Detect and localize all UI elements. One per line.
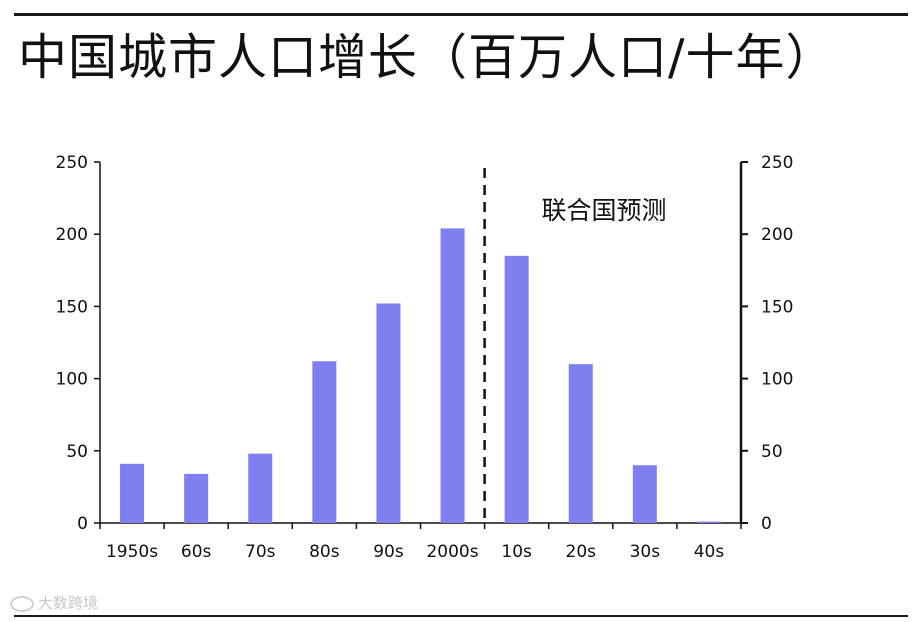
bar-90s bbox=[376, 303, 401, 523]
x-tick-label: 2000s bbox=[426, 542, 478, 562]
x-tick-label: 20s bbox=[566, 542, 597, 562]
x-tick-label: 1950s bbox=[106, 542, 158, 562]
left-y-tick-label: 0 bbox=[77, 514, 88, 534]
left-y-ticks: 0 50 100 150 200 250 bbox=[56, 153, 100, 534]
bar-1950s bbox=[120, 463, 145, 523]
right-y-ticks: 0 50 100 150 200 250 bbox=[741, 153, 793, 534]
x-tick-label: 30s bbox=[630, 542, 661, 562]
bar-30s bbox=[632, 465, 657, 523]
right-y-tick-label: 250 bbox=[761, 153, 793, 173]
bar-40s bbox=[696, 521, 721, 523]
bar-10s bbox=[504, 255, 529, 524]
bar-20s bbox=[568, 364, 593, 523]
watermark-logo-icon bbox=[10, 595, 34, 612]
bar-2000s bbox=[440, 228, 465, 523]
x-tick-label: 10s bbox=[501, 542, 532, 562]
x-tick-label: 70s bbox=[245, 542, 276, 562]
x-tick-label: 60s bbox=[181, 542, 212, 562]
bottom-rule bbox=[14, 615, 908, 617]
left-y-tick-label: 200 bbox=[56, 225, 88, 245]
bar-70s bbox=[248, 453, 273, 523]
right-y-tick-label: 50 bbox=[761, 442, 783, 462]
x-tick-label: 90s bbox=[373, 542, 404, 562]
left-y-tick-label: 250 bbox=[56, 153, 88, 173]
right-y-tick-label: 200 bbox=[761, 225, 793, 245]
left-y-tick-label: 50 bbox=[66, 442, 88, 462]
forecast-annotation: 联合国预测 bbox=[541, 196, 666, 225]
left-y-tick-label: 150 bbox=[56, 297, 88, 317]
bar-series bbox=[120, 228, 721, 524]
page-title: 中国城市人口增长（百万人口/十年） bbox=[18, 29, 836, 86]
right-y-tick-label: 100 bbox=[761, 370, 793, 390]
right-y-tick-label: 150 bbox=[761, 297, 793, 317]
x-tick-labels: 1950s 60s 70s 80s 90s 2000s 10s 20s 30s 40s bbox=[106, 542, 724, 562]
watermark: 大数跨境 bbox=[10, 592, 98, 613]
title-top-rule bbox=[14, 13, 908, 16]
watermark-text: 大数跨境 bbox=[38, 594, 99, 612]
right-y-tick-label: 0 bbox=[761, 514, 772, 534]
bar-80s bbox=[312, 361, 337, 523]
x-tick-label: 40s bbox=[694, 542, 725, 562]
x-tick-label: 80s bbox=[309, 542, 340, 562]
left-y-tick-label: 100 bbox=[56, 370, 88, 390]
bar-60s bbox=[184, 473, 209, 523]
